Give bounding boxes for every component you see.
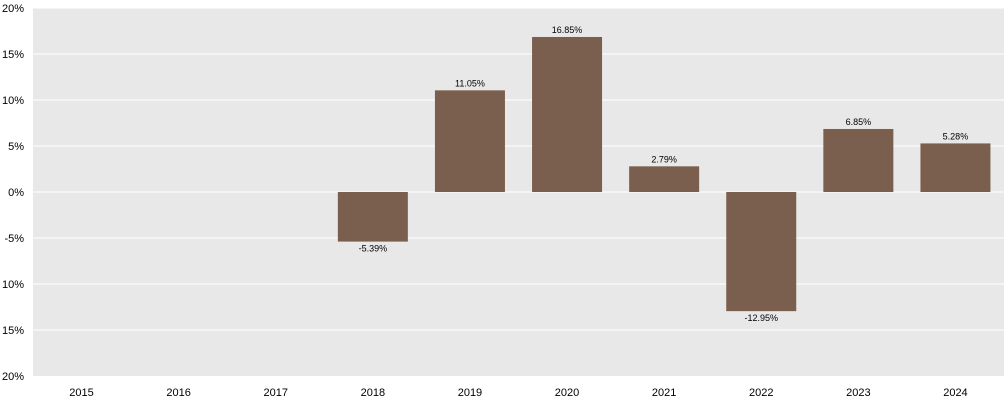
y-tick-label: 20%: [2, 3, 24, 15]
bar-2024: [920, 143, 991, 192]
y-axis-tick-labels: 20% 15% 10% 5% 0% -5% 10% 15% 20%: [2, 3, 24, 383]
data-label-2020: 16.85%: [552, 25, 583, 35]
x-tick-label: 2016: [166, 387, 190, 399]
y-tick-label: 10%: [2, 95, 24, 107]
data-labels: -5.39% 11.05% 16.85% 2.79% -12.95% 6.85% 5.28%: [359, 25, 969, 323]
bar-2021: [629, 166, 700, 192]
x-tick-label: 2024: [943, 387, 967, 399]
x-tick-label: 2021: [652, 387, 676, 399]
y-tick-label: 0%: [8, 187, 24, 199]
data-label-2023: 6.85%: [846, 117, 872, 127]
x-tick-label: 2017: [264, 387, 288, 399]
bar-2020: [532, 36, 603, 193]
data-label-2021: 2.79%: [651, 154, 677, 164]
bar-2022: [726, 192, 797, 312]
bar-2018: [337, 192, 408, 242]
bars: [337, 36, 991, 312]
x-tick-label: 2022: [749, 387, 773, 399]
x-tick-label: 2020: [555, 387, 579, 399]
y-tick-label: -5%: [4, 233, 24, 245]
x-tick-label: 2015: [69, 387, 93, 399]
gridlines: [33, 7, 1004, 331]
x-tick-label: 2023: [846, 387, 870, 399]
data-label-2019: 11.05%: [455, 78, 485, 88]
y-tick-label: 15%: [2, 49, 24, 61]
x-axis-tick-labels: 2015 2016 2017 2018 2019 2020 2021 2022 2023 2024: [69, 387, 967, 399]
bar-2023: [823, 128, 894, 192]
data-label-2022: -12.95%: [744, 313, 778, 323]
y-tick-label: 20%: [2, 371, 24, 383]
x-tick-label: 2019: [458, 387, 482, 399]
bar-2019: [434, 90, 505, 192]
x-tick-label: 2018: [361, 387, 385, 399]
data-label-2018: -5.39%: [359, 244, 388, 254]
data-label-2024: 5.28%: [943, 131, 969, 141]
y-tick-label: 5%: [8, 141, 24, 153]
y-tick-label: 10%: [2, 279, 24, 291]
y-tick-label: 15%: [2, 325, 24, 337]
